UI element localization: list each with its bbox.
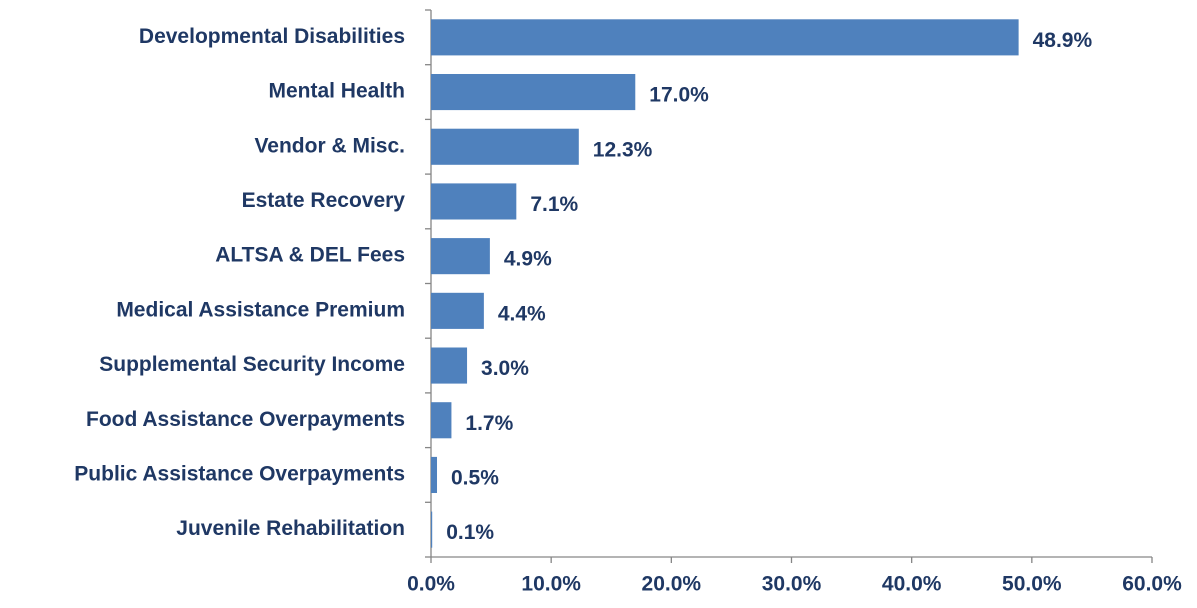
y-tick-label: Medical Assistance Premium xyxy=(116,298,405,321)
bar xyxy=(431,511,433,548)
bar xyxy=(431,292,484,329)
value-label: 48.9% xyxy=(1033,29,1093,52)
x-tick-label: 10.0% xyxy=(521,573,581,596)
value-label: 17.0% xyxy=(649,84,709,107)
x-tick-label: 0.0% xyxy=(407,573,455,596)
value-label: 7.1% xyxy=(530,193,578,216)
y-tick-label: Mental Health xyxy=(268,80,405,103)
bar xyxy=(431,456,438,494)
bar xyxy=(431,402,452,439)
y-tick-label: Public Assistance Overpayments xyxy=(74,462,405,485)
x-tick-label: 60.0% xyxy=(1122,573,1182,596)
value-label: 1.7% xyxy=(465,412,513,435)
x-tick-label: 30.0% xyxy=(762,573,822,596)
y-tick-label: ALTSA & DEL Fees xyxy=(215,244,405,267)
x-tick-label: 40.0% xyxy=(882,573,942,596)
y-tick-label: Food Assistance Overpayments xyxy=(86,408,405,431)
bar xyxy=(431,347,468,384)
y-tick-label: Juvenile Rehabilitation xyxy=(176,517,405,540)
bar xyxy=(431,238,490,275)
bar xyxy=(431,19,1019,56)
y-tick-label: Estate Recovery xyxy=(242,189,406,212)
value-label: 12.3% xyxy=(593,138,653,161)
value-label: 0.5% xyxy=(451,466,499,489)
bar xyxy=(431,73,636,111)
bar xyxy=(431,128,579,165)
value-label: 4.4% xyxy=(498,302,546,325)
bar xyxy=(431,183,517,220)
y-tick-label: Supplemental Security Income xyxy=(99,353,405,376)
value-label: 0.1% xyxy=(446,521,494,544)
x-tick-label: 20.0% xyxy=(642,573,702,596)
value-label: 3.0% xyxy=(481,357,529,380)
x-tick-label: 50.0% xyxy=(1002,573,1062,596)
y-tick-label: Vendor & Misc. xyxy=(254,134,405,157)
value-label: 4.9% xyxy=(504,248,552,271)
y-tick-label: Developmental Disabilities xyxy=(139,25,405,48)
